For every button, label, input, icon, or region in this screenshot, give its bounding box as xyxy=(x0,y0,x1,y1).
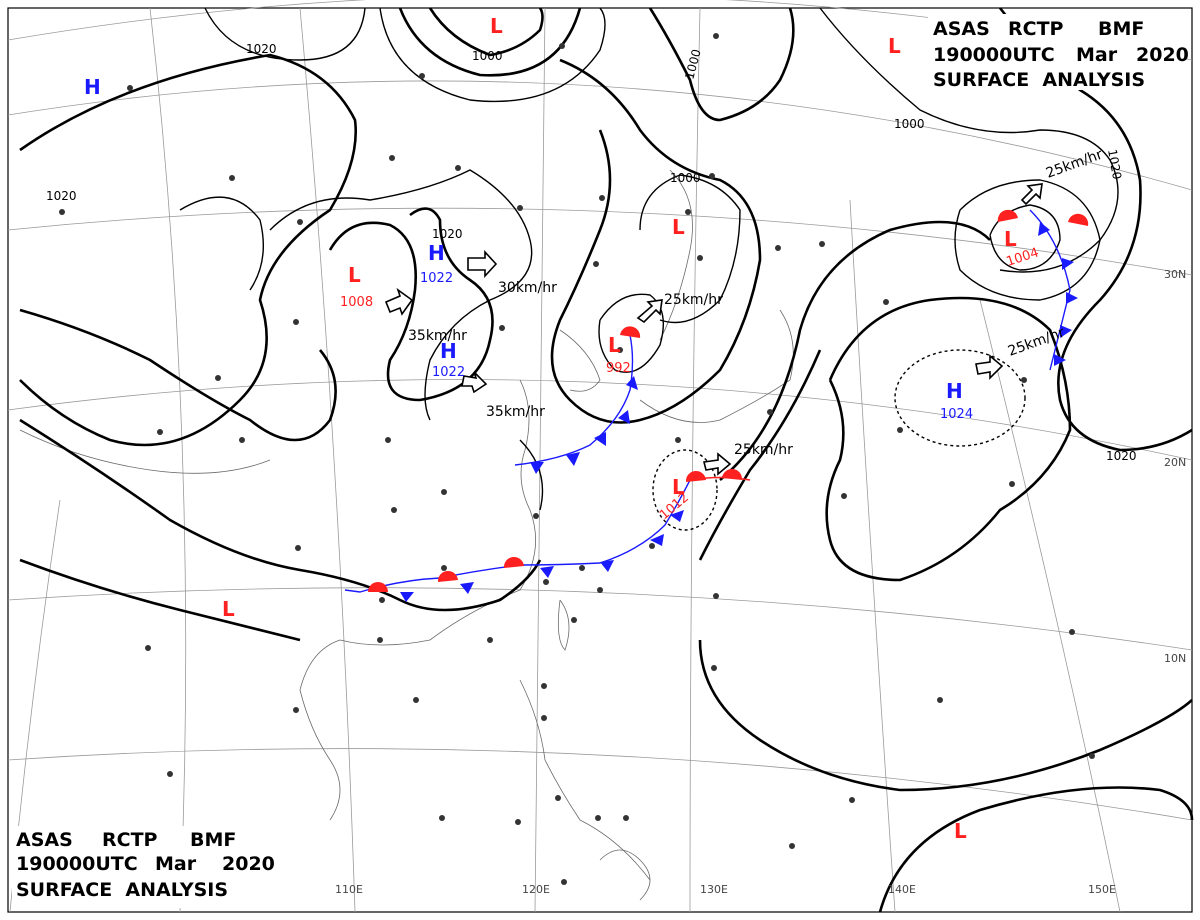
header-station: RCTP xyxy=(1008,18,1064,40)
isobar-label: 1000 xyxy=(670,171,701,185)
motion-speed-label: 25km/hr xyxy=(664,292,723,308)
header-year: 2020 xyxy=(1136,44,1189,66)
high-pressure-symbol: H xyxy=(440,339,457,363)
header-product: SURFACE ANALYSIS xyxy=(16,879,228,901)
latitude-label: 30N xyxy=(1164,268,1186,281)
latitude-label: 20N xyxy=(1164,456,1186,469)
low-pressure-value: 992 xyxy=(606,361,631,376)
isobar-labels: 1020 1020 1000 1000 1000 1020 1020 1000 … xyxy=(46,42,1137,463)
motion-speed-label: 30km/hr xyxy=(498,280,557,296)
pressure-systems: H L 1008 H 1022 H 1022 L L 992 L L 1004 … xyxy=(84,14,1041,843)
arrow-icon xyxy=(384,287,414,316)
isobar-label: 1020 xyxy=(46,189,77,203)
high-pressure-value: 1022 xyxy=(420,271,453,286)
header-bottom: ASAS RCTP BMF 190000UTC Mar 2020 SURFACE… xyxy=(12,826,275,908)
fronts xyxy=(344,209,1089,602)
header-time: 190000UTC xyxy=(933,44,1055,66)
arrow-icon xyxy=(467,249,498,279)
high-pressure-value: 1024 xyxy=(940,407,973,422)
header-month: Mar xyxy=(1076,44,1118,66)
coastlines xyxy=(19,169,794,901)
header-top: ASAS RCTP BMF 190000UTC Mar 2020 SURFACE… xyxy=(928,14,1189,91)
low-pressure-symbol: L xyxy=(608,333,621,357)
header-year: 2020 xyxy=(222,853,275,875)
arrow-icon xyxy=(636,299,663,324)
header-agency: ASAS xyxy=(933,18,990,40)
motion-speed-label: 35km/hr xyxy=(486,404,545,420)
longitude-label: 130E xyxy=(700,883,728,896)
header-month: Mar xyxy=(155,853,197,875)
low-pressure-symbol: L xyxy=(954,819,967,843)
arrow-icon xyxy=(1020,183,1043,206)
header-time: 190000UTC xyxy=(16,853,138,875)
longitude-label: 120E xyxy=(522,883,550,896)
isobar-label: 1000 xyxy=(472,49,503,63)
dashed-isobars xyxy=(652,349,1026,531)
isobar-label: 1020 xyxy=(1105,148,1124,181)
low-pressure-symbol: L xyxy=(672,475,685,499)
longitude-label: 110E xyxy=(335,883,363,896)
high-pressure-symbol: H xyxy=(84,75,101,99)
longitude-label: 140E xyxy=(888,883,916,896)
arrow-icon xyxy=(975,354,1004,380)
latitude-label: 10N xyxy=(1164,652,1186,665)
low-pressure-symbol: L xyxy=(490,14,503,38)
cold-front-triangles xyxy=(400,222,1078,602)
arrow-icon xyxy=(703,452,732,476)
header-agency: ASAS xyxy=(16,829,73,851)
map-frame xyxy=(7,7,1193,913)
station-plots xyxy=(59,33,1095,885)
isobar-label: 1000 xyxy=(894,117,925,131)
warm-front-semicircles xyxy=(368,209,1089,592)
motion-arrows xyxy=(384,183,1043,476)
motion-speed-label: 35km/hr xyxy=(408,328,467,344)
longitude-label: 150E xyxy=(1088,883,1116,896)
header-product: SURFACE ANALYSIS xyxy=(933,69,1145,91)
arrow-icon xyxy=(461,371,488,394)
header-station: RCTP xyxy=(102,829,158,851)
header-code: BMF xyxy=(1098,18,1144,40)
isobar-label: 1020 xyxy=(432,227,463,241)
low-pressure-symbol: L xyxy=(1004,227,1017,251)
high-pressure-symbol: H xyxy=(428,241,445,265)
motion-speed-label: 25km/hr xyxy=(734,442,793,458)
high-pressure-symbol: H xyxy=(946,379,963,403)
low-pressure-symbol: L xyxy=(888,34,901,58)
header-code: BMF xyxy=(190,829,236,851)
low-pressure-symbol: L xyxy=(672,215,685,239)
low-pressure-value: 1008 xyxy=(340,295,373,310)
high-pressure-value: 1022 xyxy=(432,365,465,380)
axis-labels: 110E 120E 130E 140E 150E 30N 20N 10N xyxy=(335,268,1186,896)
isobar-label: 1020 xyxy=(246,42,277,56)
low-pressure-symbol: L xyxy=(348,263,361,287)
isobar-label: 1020 xyxy=(1106,449,1137,463)
low-pressure-symbol: L xyxy=(222,597,235,621)
